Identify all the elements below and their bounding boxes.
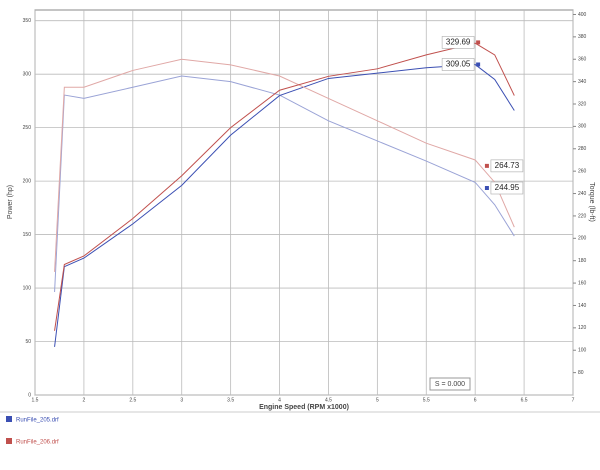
x-axis-title: Engine Speed (RPM x1000) [259,404,349,411]
x-tick-label: 3 [180,397,183,403]
y2-tick-label: 120 [578,325,587,331]
annotation-marker [476,62,481,67]
y2-tick-label: 100 [578,348,587,354]
annotation-label: 264.73 [495,161,520,170]
y-axis-title: Power (hp) [7,185,14,219]
smoothing-box [429,377,471,391]
legend-swatch [6,438,12,444]
y-tick-label: 150 [23,232,32,238]
x-tick-label: 6.5 [521,397,528,403]
y2-tick-label: 340 [578,79,587,85]
annotation-label: 309.05 [446,60,471,69]
y2-tick-label: 400 [578,12,587,18]
y2-tick-label: 300 [578,124,587,130]
annotation-label: 244.95 [495,183,520,192]
y-tick-label: 350 [23,18,32,24]
y2-axis-title: Torque (lb-ft) [588,182,595,222]
smoothing: S = 0.000 [435,381,465,388]
x-tick-label: 4 [278,397,281,403]
torque-line [54,58,515,272]
annotation-marker [484,186,489,191]
y-tick-label: 200 [23,178,32,184]
y2-tick-label: 180 [578,258,587,264]
legend-label: RunFile_205.drf [16,418,59,424]
x-tick-label: 5.5 [423,397,430,403]
annotation-box [441,58,475,71]
x-tick-label: 5 [376,397,379,403]
y-tick-label: 100 [23,285,32,291]
y2-tick-label: 200 [578,236,587,242]
y2-tick-label: 160 [578,280,587,286]
power-line [54,64,515,347]
y2-tick-label: 240 [578,191,587,197]
y2-tick-label: 220 [578,213,587,219]
annotation-label: 329.69 [446,38,471,47]
x-tick-label: 3.5 [227,397,234,403]
power-line [54,42,515,331]
y2-tick-label: 380 [578,34,587,40]
y2-tick-label: 140 [578,303,587,309]
x-tick-label: 2 [83,397,86,403]
x-tick-label: 6 [474,397,477,403]
annotation-marker [484,163,489,168]
y-tick-label: 250 [23,125,32,131]
y-tick-label: 50 [25,339,31,345]
y-tick-label: 300 [23,71,32,77]
y2-tick-label: 80 [578,370,584,376]
y-tick-label: 0 [28,392,31,398]
y2-tick-label: 360 [578,57,587,63]
legend-label: RunFile_206.drf [16,440,59,446]
y2-tick-label: 320 [578,101,587,107]
y2-tick-label: 280 [578,146,587,152]
x-tick-label: 4.5 [325,397,332,403]
annotation-box [490,181,524,195]
annotation-box [441,36,475,49]
y2-tick-label: 260 [578,168,587,174]
x-tick-label: 2.5 [129,397,136,403]
annotation-marker [476,40,481,45]
annotation-box [490,159,524,173]
legend-swatch [6,416,12,422]
x-tick-label: 7 [572,397,575,403]
x-tick-label: 1.5 [32,397,39,403]
